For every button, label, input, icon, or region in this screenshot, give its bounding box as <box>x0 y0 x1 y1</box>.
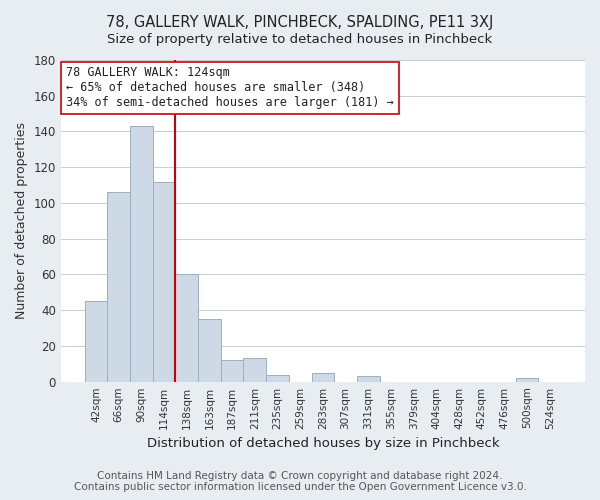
Bar <box>130 126 152 382</box>
Bar <box>266 374 289 382</box>
Bar <box>175 274 198 382</box>
Bar <box>198 319 221 382</box>
Bar <box>107 192 130 382</box>
Text: 78, GALLERY WALK, PINCHBECK, SPALDING, PE11 3XJ: 78, GALLERY WALK, PINCHBECK, SPALDING, P… <box>106 15 494 30</box>
Text: Size of property relative to detached houses in Pinchbeck: Size of property relative to detached ho… <box>107 32 493 46</box>
Bar <box>311 372 334 382</box>
X-axis label: Distribution of detached houses by size in Pinchbeck: Distribution of detached houses by size … <box>146 437 499 450</box>
Text: Contains HM Land Registry data © Crown copyright and database right 2024.
Contai: Contains HM Land Registry data © Crown c… <box>74 471 526 492</box>
Bar <box>85 302 107 382</box>
Bar <box>357 376 380 382</box>
Bar <box>516 378 538 382</box>
Bar <box>152 182 175 382</box>
Bar <box>244 358 266 382</box>
Bar <box>221 360 244 382</box>
Y-axis label: Number of detached properties: Number of detached properties <box>15 122 28 320</box>
Text: 78 GALLERY WALK: 124sqm
← 65% of detached houses are smaller (348)
34% of semi-d: 78 GALLERY WALK: 124sqm ← 65% of detache… <box>66 66 394 110</box>
